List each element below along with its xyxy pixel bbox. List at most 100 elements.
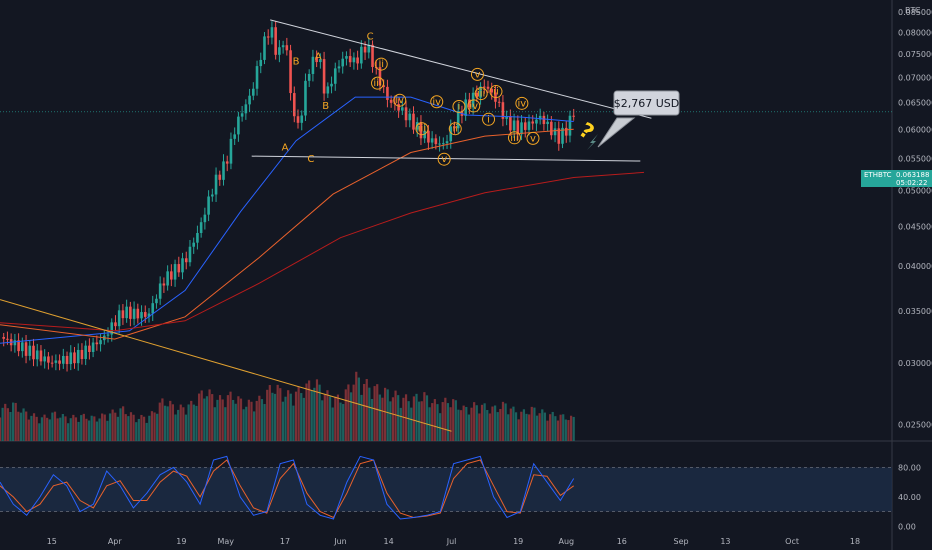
- candle-body: [140, 312, 143, 319]
- volume-bar: [67, 423, 70, 441]
- volume-bar: [433, 399, 436, 441]
- candle-body: [196, 232, 199, 243]
- wave-label: i: [487, 114, 490, 125]
- wave-label: C: [367, 32, 374, 43]
- volume-bar: [294, 391, 298, 441]
- volume-bar: [22, 408, 25, 441]
- volume-bar: [486, 410, 489, 441]
- volume-bar: [17, 411, 20, 441]
- callout-pointer: [597, 117, 636, 148]
- wave-label: v: [441, 154, 447, 165]
- volume-bar: [271, 392, 274, 441]
- volume-bar: [473, 402, 476, 441]
- candle-body: [110, 322, 114, 335]
- volume-bar: [148, 415, 151, 441]
- volume-bar: [525, 413, 528, 441]
- last-price-badge[interactable]: ETHBTC 0.063188 05:02:22: [861, 170, 932, 187]
- time-tick-label: 15: [47, 537, 57, 546]
- volume-bar: [119, 408, 122, 441]
- volume-bar: [412, 396, 415, 441]
- ma-fast-line: [0, 96, 574, 344]
- candle-body: [363, 46, 367, 53]
- wave-label: ii: [378, 59, 384, 70]
- volume-bar: [483, 403, 486, 441]
- wave-label: iv: [518, 98, 527, 109]
- stoch-k-line: [0, 455, 575, 520]
- candle-body: [244, 104, 248, 114]
- volume-bar: [446, 403, 450, 441]
- candle-body: [367, 44, 371, 53]
- time-tick-label: May: [218, 537, 235, 546]
- candle-body: [345, 56, 348, 59]
- volume-bar: [179, 404, 182, 441]
- candle-body: [28, 345, 32, 356]
- candle-body: [17, 340, 20, 352]
- volume-bar: [438, 413, 442, 441]
- wave-label: ii: [452, 124, 458, 135]
- wave-label: ii: [493, 87, 499, 98]
- volume-bar: [315, 379, 319, 441]
- candle-body: [84, 345, 87, 359]
- volume-bar: [556, 420, 560, 441]
- wave-label-circle: [526, 131, 540, 145]
- volume-bar: [522, 409, 526, 441]
- time-tick-label: Jul: [446, 537, 457, 546]
- candle-body: [281, 45, 285, 48]
- volume-bar: [499, 408, 502, 441]
- candle-body: [203, 214, 207, 223]
- candle-body: [315, 56, 318, 63]
- volume-bar: [370, 398, 374, 441]
- candle-body: [47, 356, 50, 363]
- candle-body: [360, 46, 363, 64]
- volume-bar: [305, 383, 308, 441]
- volume-bar: [80, 415, 83, 441]
- volume-bar: [373, 386, 376, 441]
- candle-body: [35, 350, 39, 360]
- candle-body: [274, 27, 277, 55]
- volume-bar: [161, 398, 164, 441]
- candle-body: [453, 126, 456, 129]
- candle-body: [430, 138, 434, 143]
- volume-bar: [507, 414, 510, 441]
- volume-bar: [255, 400, 258, 441]
- candle-body: [162, 283, 166, 286]
- volume-bar: [410, 407, 413, 441]
- candle-body: [412, 113, 415, 130]
- volume-bar: [504, 403, 507, 441]
- candle-body: [2, 337, 6, 339]
- volume-bar: [399, 407, 402, 441]
- volume-bar: [363, 383, 366, 441]
- wave-label: iv: [469, 101, 478, 112]
- volume-bar: [480, 404, 484, 441]
- volume-bar: [166, 406, 169, 441]
- candle-body: [62, 355, 65, 364]
- time-tick-label: Apr: [108, 537, 123, 546]
- volume-bar: [559, 414, 562, 441]
- volume-bar: [326, 390, 329, 441]
- candle-body: [54, 360, 58, 363]
- volume-bar: [258, 395, 261, 441]
- volume-bar: [509, 408, 512, 441]
- price-callout[interactable]: $2,767 USD ?: [575, 90, 680, 150]
- volume-bar: [268, 385, 271, 441]
- volume-bar: [488, 413, 491, 441]
- volume-bar: [365, 379, 368, 441]
- wave-label: B: [322, 101, 329, 112]
- candle-body: [229, 138, 233, 164]
- volume-bar: [108, 413, 112, 441]
- candle-body: [527, 121, 531, 130]
- oscillator-axis[interactable]: 80.00 40.00 0.00: [898, 463, 921, 531]
- volume-bar: [266, 389, 269, 441]
- time-axis[interactable]: 15 Apr 19 May 17 Jun 14 Jul 19 Aug 16 Sep 13 Oct 18: [47, 537, 860, 546]
- volume-bar: [572, 416, 575, 441]
- volume-bar: [386, 389, 389, 441]
- oscillator-tick-label: 80.00: [898, 463, 921, 472]
- wave-label: iii: [510, 133, 518, 144]
- candle-body: [248, 95, 251, 105]
- volume-bar: [82, 413, 85, 441]
- time-tick-label: 19: [176, 537, 186, 546]
- volume-bar: [95, 421, 99, 441]
